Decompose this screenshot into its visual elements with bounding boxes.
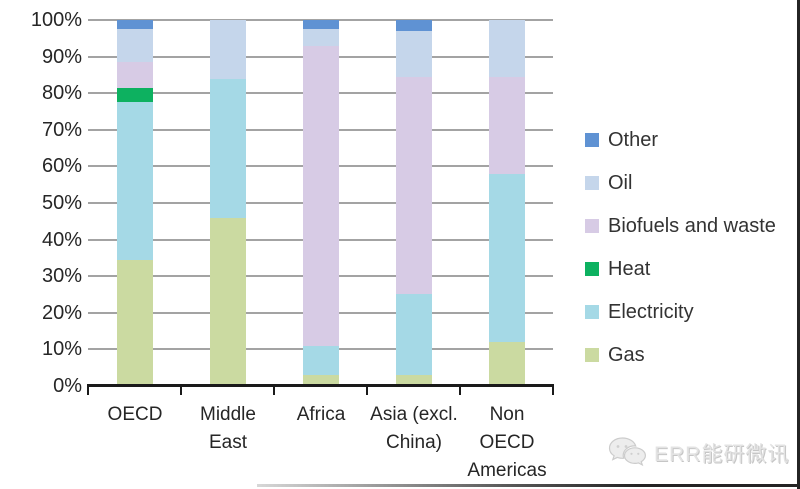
bar-non-oecd-americas [489,20,525,386]
legend-item-heat: Heat [585,257,776,280]
bar-middle-east [210,20,246,386]
x-axis-label-line: OECD [479,432,535,453]
x-axis-tick [552,384,554,395]
bar-oecd [117,20,153,386]
legend-swatch-biofuels-and-waste [585,219,599,233]
y-axis-tick-label: 0% [53,375,82,397]
watermark: ERR能研微讯 [608,436,789,470]
watermark-text: ERR能研微讯 [654,443,790,466]
segment-oil [117,29,153,62]
x-axis-line [87,384,554,387]
legend-label: Gas [608,343,645,366]
segment-electricity [303,346,339,375]
legend-swatch-oil [585,176,599,190]
y-axis-tick-label: 10% [41,338,82,360]
x-axis-category-label-non-oecd-americas: Non OECD Americas [447,401,567,485]
segment-gas [489,342,525,386]
x-axis-category-label-asia-excl-china: Asia (excl. China) [354,401,474,457]
legend-label: Heat [608,257,651,280]
legend-item-oil: Oil [585,171,776,194]
image-bottom-border [257,484,800,487]
segment-electricity [210,79,246,218]
segment-electricity [489,174,525,342]
x-axis-category-label-middle-east: Middle East [168,401,288,457]
segment-biofuels-and-waste [489,77,525,174]
x-axis-tick [459,384,461,395]
segment-gas [117,260,153,386]
legend-swatch-heat [585,262,599,276]
x-axis-label-line: OECD [107,404,163,425]
x-axis-label-line: China) [386,432,442,453]
segment-biofuels-and-waste [396,77,432,294]
legend-swatch-electricity [585,305,599,319]
legend-item-other: Other [585,128,776,151]
segment-gas [303,375,339,386]
x-axis-label-line: Middle [200,404,256,425]
segment-oil [489,20,525,77]
segment-heat [117,88,153,102]
bar-africa [303,20,339,386]
image-right-border [797,0,800,489]
legend-label: Other [608,128,659,151]
y-axis-tick-label: 80% [41,82,82,104]
y-axis-tick-label: 70% [41,119,82,141]
segment-oil [210,20,246,79]
legend-item-biofuels-and-waste: Biofuels and waste [585,214,776,237]
chart-legend: Other Oil Biofuels and waste Heat Electricit… [585,128,776,388]
legend-label: Electricity [608,300,694,323]
segment-biofuels-and-waste [117,62,153,88]
segment-other [396,20,432,31]
segment-gas [396,375,432,386]
x-axis-label-line: Americas [467,460,547,481]
segment-other [303,20,339,29]
x-axis-label-line: East [208,432,248,453]
legend-label: Biofuels and waste [608,214,776,237]
legend-item-gas: Gas [585,343,776,366]
y-axis-tick-label: 50% [41,192,82,214]
wechat-logo-icon [608,437,647,467]
x-axis-label-line: Non [489,404,525,425]
segment-other [117,20,153,29]
bar-asia-excl-china [396,20,432,386]
segment-oil [396,31,432,77]
legend-swatch-other [585,133,599,147]
x-axis-tick [366,384,368,395]
segment-biofuels-and-waste [303,46,339,346]
x-axis-tick [180,384,182,395]
segment-oil [303,29,339,46]
segment-electricity [396,294,432,375]
y-axis-tick-label: 20% [41,302,82,324]
x-axis-label-line: Asia (excl. [370,404,458,425]
legend-label: Oil [608,171,633,194]
x-axis-category-label-africa: Africa [261,401,381,429]
x-axis-tick [87,384,89,395]
segment-electricity [117,102,153,260]
legend-swatch-gas [585,348,599,362]
y-axis-tick-label: 100% [30,9,82,31]
x-axis-category-label-oecd: OECD [75,401,195,429]
y-axis-tick-label: 30% [41,265,82,287]
x-axis-tick [273,384,275,395]
x-axis-label-line: Africa [296,404,346,425]
y-axis-tick-label: 90% [41,46,82,68]
y-axis-tick-label: 40% [41,229,82,251]
segment-gas [210,218,246,386]
legend-item-electricity: Electricity [585,300,776,323]
y-axis-tick-label: 60% [41,155,82,177]
